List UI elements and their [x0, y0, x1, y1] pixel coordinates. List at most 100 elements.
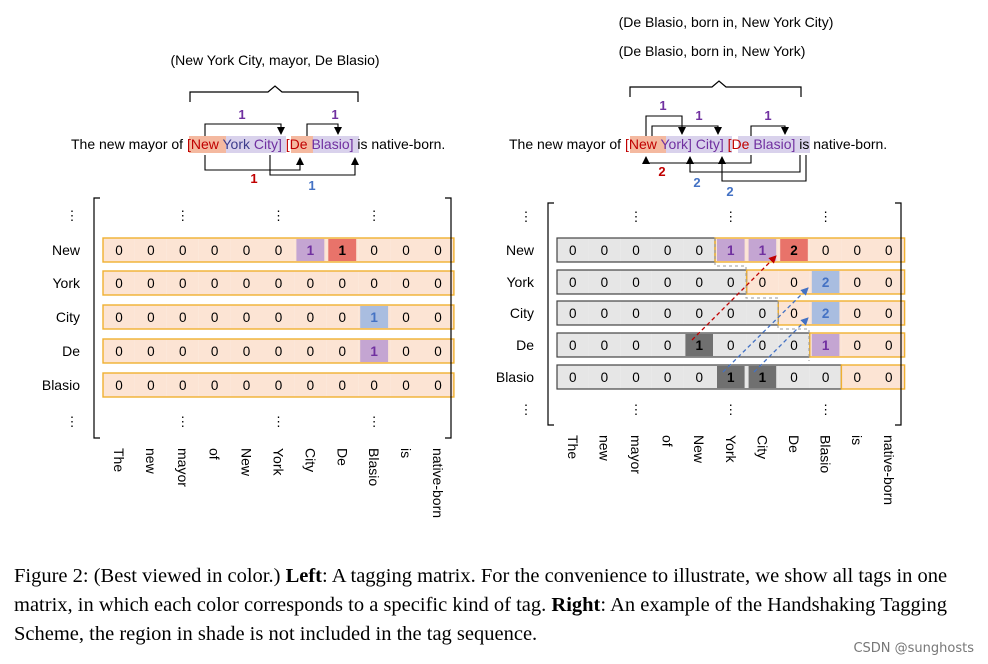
token-highlight-de [291, 136, 313, 153]
row-label-city: City [56, 309, 80, 325]
matrix-value: 1 [307, 243, 315, 258]
matrix-value: 0 [243, 276, 251, 291]
sentence-prefix: The new mayor of [509, 136, 625, 152]
token-highlight-york-city [226, 136, 286, 153]
matrix-value: 0 [179, 378, 187, 393]
matrix-value: 0 [632, 338, 640, 353]
column-label: York [723, 435, 739, 464]
matrix-value: 1 [370, 310, 378, 325]
matrix-value: 0 [853, 370, 861, 385]
matrix-bracket-left [93, 197, 100, 439]
matrix-value: 0 [695, 306, 703, 321]
column-ellipsis: ⋮ [819, 209, 832, 224]
mapping-arrow-red [691, 255, 777, 341]
matrix-value: 0 [338, 378, 346, 393]
matrix-cell-bg [262, 238, 295, 262]
matrix-value: 0 [275, 243, 283, 258]
active-region-border [809, 332, 906, 358]
row-ellipsis-bottom: ⋮ [520, 402, 533, 417]
arc-relation-head [204, 155, 304, 171]
matrix-value: 2 [822, 306, 830, 321]
matrix-value: 0 [790, 275, 798, 290]
figure-caption: Figure 2: (Best viewed in color.) Left: … [14, 562, 974, 649]
matrix-value: 0 [632, 275, 640, 290]
column-label: is [849, 435, 865, 445]
matrix-cell-bg [166, 238, 199, 262]
matrix-value: 0 [147, 243, 155, 258]
matrix-value: 0 [885, 275, 893, 290]
matrix-value: 0 [338, 344, 346, 359]
matrix-value: 0 [601, 243, 609, 258]
matrix-value: 1 [822, 338, 830, 353]
token-city: City [254, 136, 278, 152]
matrix-value: 1 [727, 370, 735, 385]
column-label: is [398, 448, 414, 458]
matrix-value: 0 [370, 276, 378, 291]
matrix-cell-bg [557, 333, 589, 357]
arc-entity-new-york [645, 115, 686, 136]
matrix-cell-bg [294, 373, 327, 397]
matrix-cell-bg [557, 365, 589, 389]
matrix-value: 0 [664, 275, 672, 290]
matrix-value: 0 [790, 370, 798, 385]
matrix-cell-bg [557, 301, 589, 325]
matrix-value: 0 [402, 310, 410, 325]
matrix-value: 0 [211, 243, 219, 258]
matrix-cell-bg [166, 271, 199, 295]
matrix-cell-highlight [811, 334, 840, 356]
matrix-cell-bg [873, 333, 905, 357]
matrix-cell-highlight [360, 306, 389, 328]
left-panel: (New York City, mayor, De Blasio) The new… [42, 52, 455, 518]
matrix-value: 0 [853, 243, 861, 258]
matrix-cell-bg [166, 305, 199, 329]
matrix-value: 0 [885, 306, 893, 321]
matrix-value: 0 [759, 275, 767, 290]
matrix-value: 0 [759, 338, 767, 353]
column-ellipsis: ⋮ [368, 414, 381, 429]
matrix-cell-highlight [328, 239, 357, 261]
matrix-value: 0 [569, 306, 577, 321]
matrix-value: 0 [402, 243, 410, 258]
matrix-value: 0 [338, 276, 346, 291]
sentence-suffix: is native-born. [795, 136, 887, 152]
token-highlight-new [630, 136, 666, 153]
matrix-value: 0 [211, 378, 219, 393]
column-label: The [565, 435, 581, 459]
arc-entity-de-blasio [750, 125, 789, 136]
matrix-cell-bg [166, 339, 199, 363]
matrix-cell-bg [230, 271, 263, 295]
matrix-cell-bg [198, 305, 231, 329]
sentence-token: [ [187, 136, 191, 152]
row-border [102, 338, 455, 364]
token-de: De [732, 136, 750, 152]
matrix-value: 0 [402, 276, 410, 291]
matrix-cell-bg [103, 373, 135, 397]
matrix-value: 0 [211, 344, 219, 359]
arc-label: 1 [250, 171, 257, 186]
right-panel: (De Blasio, born in, New York City) (De B… [496, 14, 906, 505]
matrix-value: 0 [664, 338, 672, 353]
matrix-value: 0 [275, 344, 283, 359]
row-label-new: New [506, 242, 535, 258]
matrix-value: 2 [790, 243, 798, 258]
sentence-token: [ [724, 136, 732, 152]
matrix-cell-bg [294, 339, 327, 363]
matrix-bracket-right [445, 197, 452, 439]
matrix-cell-bg [422, 305, 454, 329]
matrix-value: 0 [211, 310, 219, 325]
caption-figure: Figure 2: (Best viewed in color.) [14, 565, 281, 587]
matrix-cell-bg [588, 365, 621, 389]
matrix-value: 0 [434, 276, 442, 291]
matrix-cell-bg [198, 373, 231, 397]
matrix-cell-bg [358, 373, 391, 397]
column-ellipsis: ⋮ [724, 209, 737, 224]
matrix-value: 0 [569, 275, 577, 290]
matrix-cell-bg [651, 301, 684, 325]
matrix-value: 0 [275, 276, 283, 291]
matrix-value: 0 [601, 338, 609, 353]
matrix-cell-bg [326, 305, 359, 329]
matrix-value: 1 [727, 243, 735, 258]
column-label: Blasio [366, 448, 382, 486]
matrix-cell-bg [326, 271, 359, 295]
column-label: De [786, 435, 802, 453]
